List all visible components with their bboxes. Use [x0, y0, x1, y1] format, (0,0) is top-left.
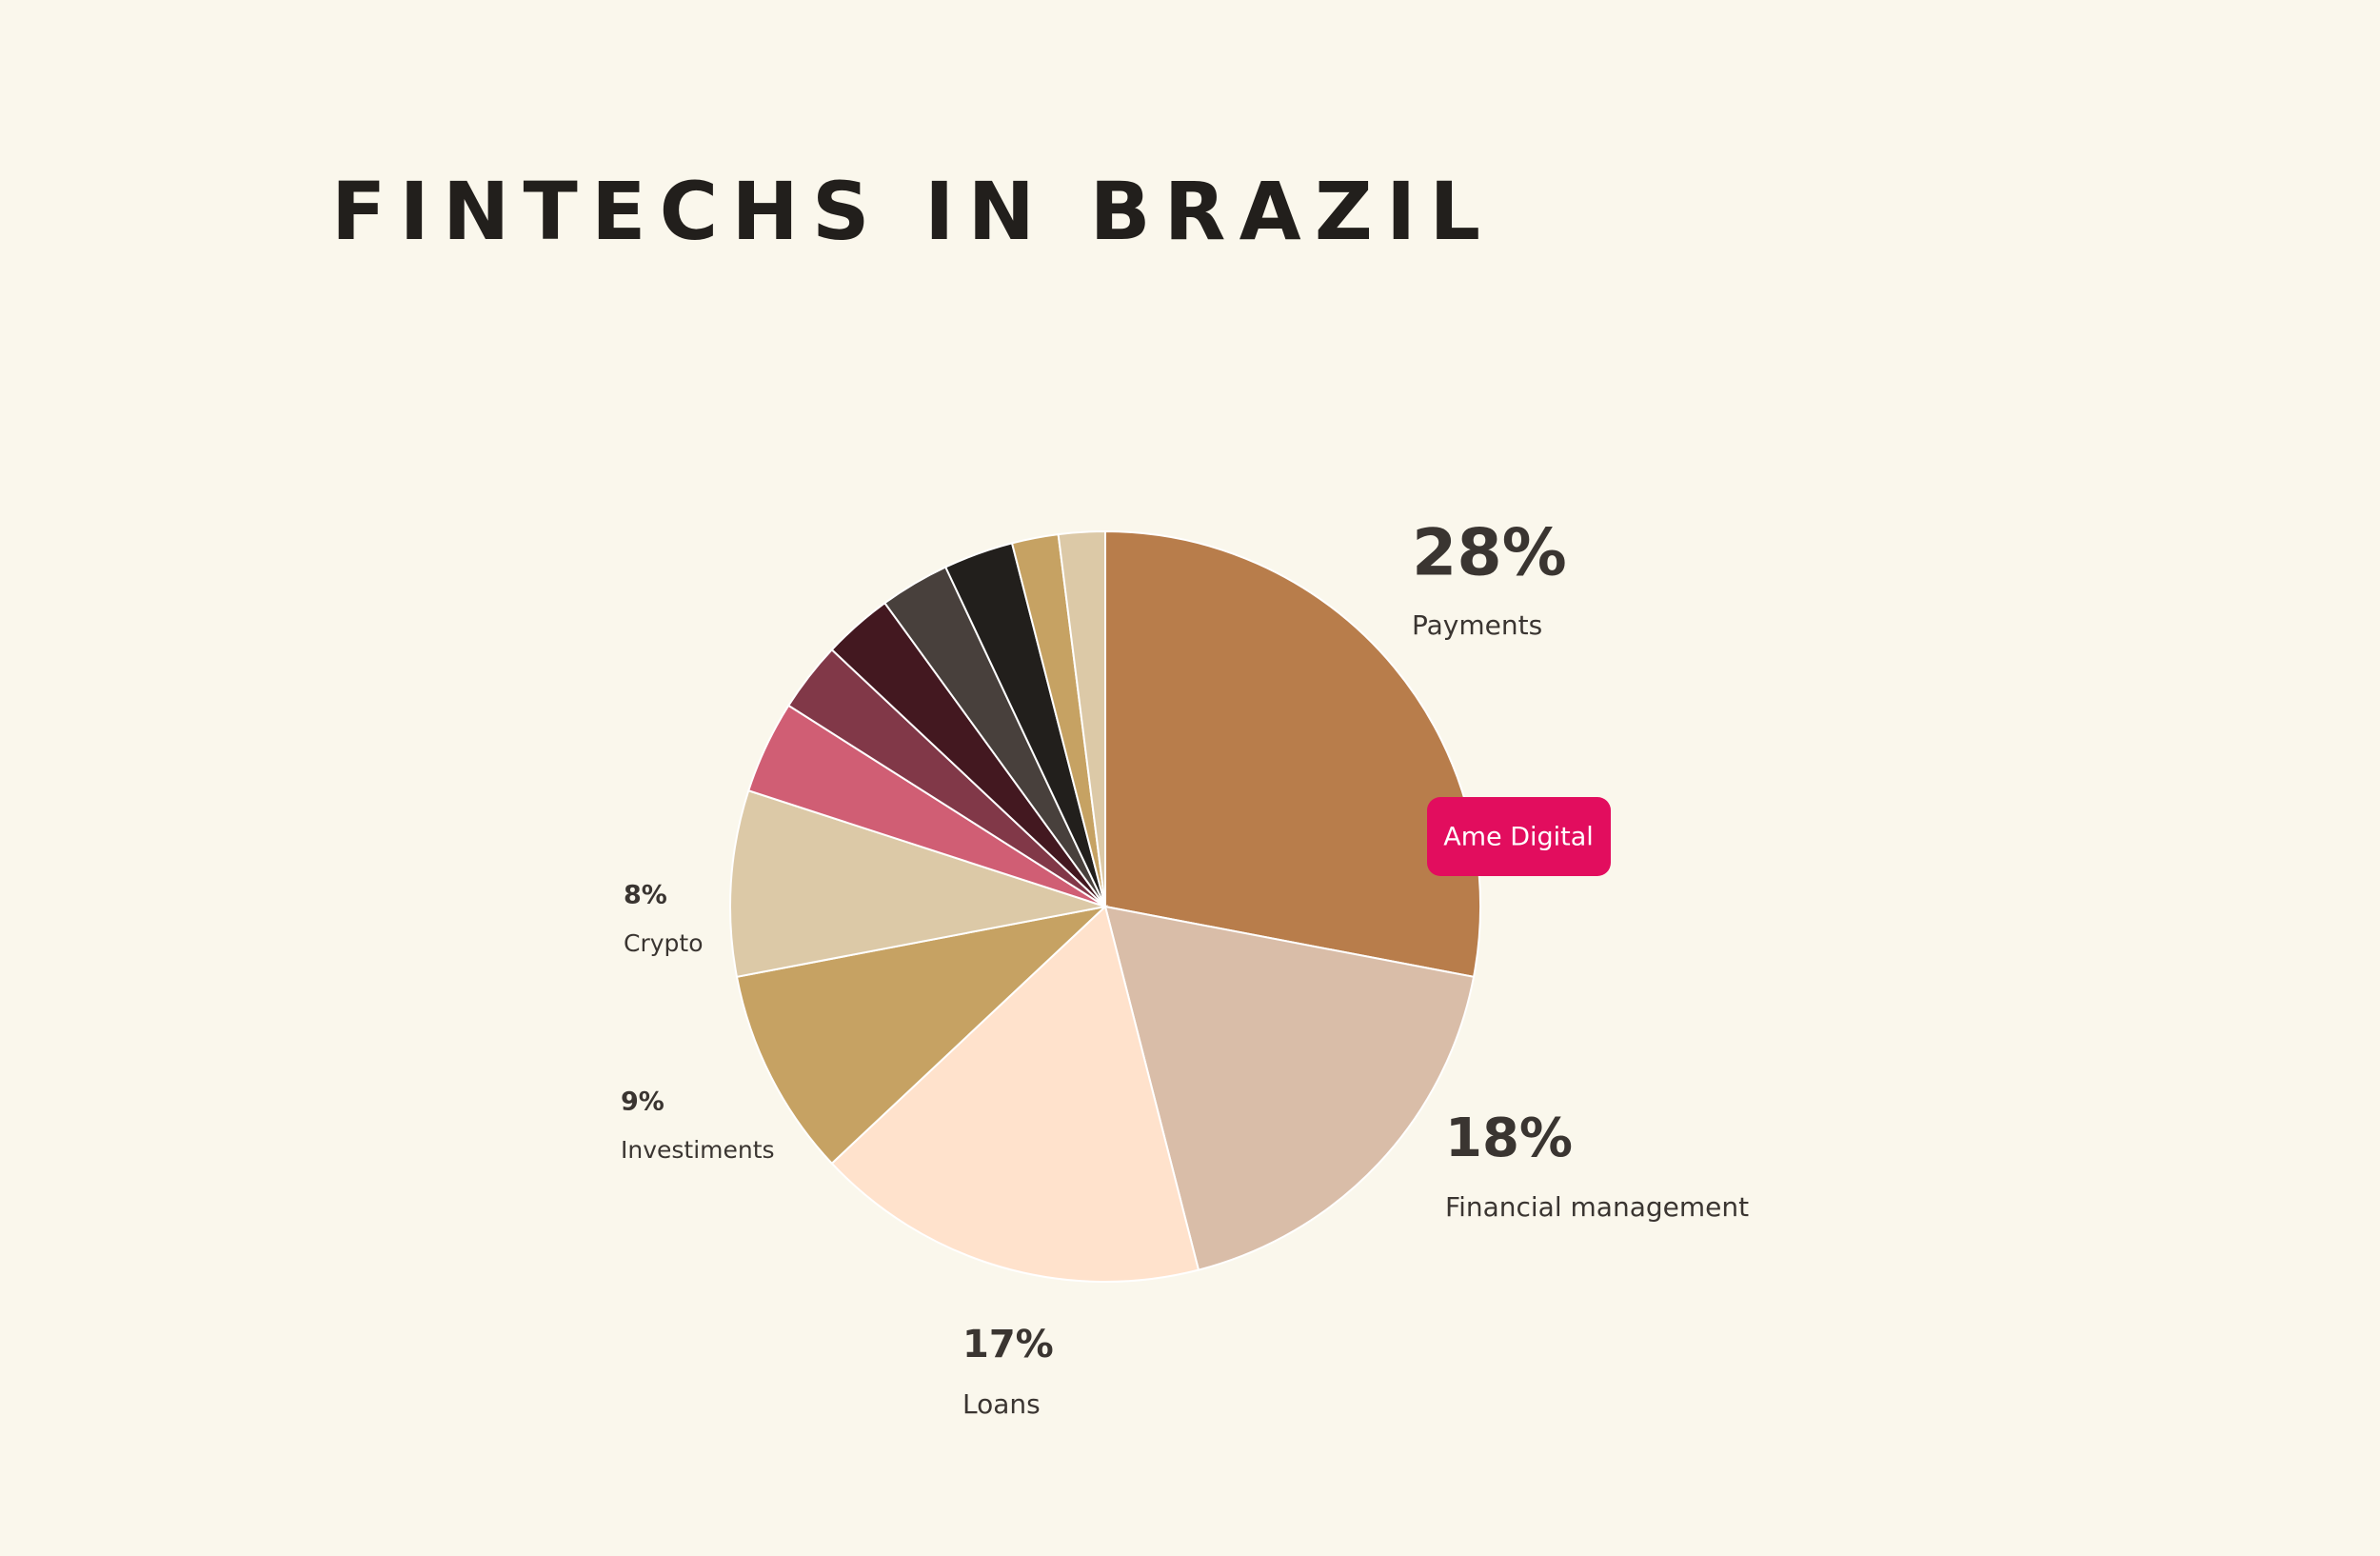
pie-slice [830, 905, 1200, 1283]
category-label: Investiments [621, 1136, 775, 1164]
tooltip: Ame Digital [1427, 797, 1611, 876]
tooltip-box [1427, 797, 1611, 876]
value-label: 17% [962, 1323, 1054, 1366]
pie-slice [1057, 529, 1106, 908]
category-label: Crypto [624, 929, 704, 957]
pie-slice [1104, 529, 1481, 978]
value-label: 8% [624, 881, 667, 910]
chart-title: FINTECHS IN BRAZIL [331, 165, 1480, 258]
pie-slice [735, 905, 1109, 1166]
value-label: 9% [621, 1087, 664, 1117]
pie [729, 529, 1481, 1283]
pie-slice [729, 788, 1106, 978]
category-label: Financial management [1445, 1191, 1749, 1223]
category-label: Loans [962, 1388, 1041, 1420]
pie-slice [1103, 905, 1476, 1271]
value-label: 28% [1412, 516, 1567, 591]
tooltip-text: Ame Digital [1443, 823, 1594, 852]
value-label: 18% [1445, 1107, 1573, 1169]
category-label: Payments [1412, 609, 1542, 641]
